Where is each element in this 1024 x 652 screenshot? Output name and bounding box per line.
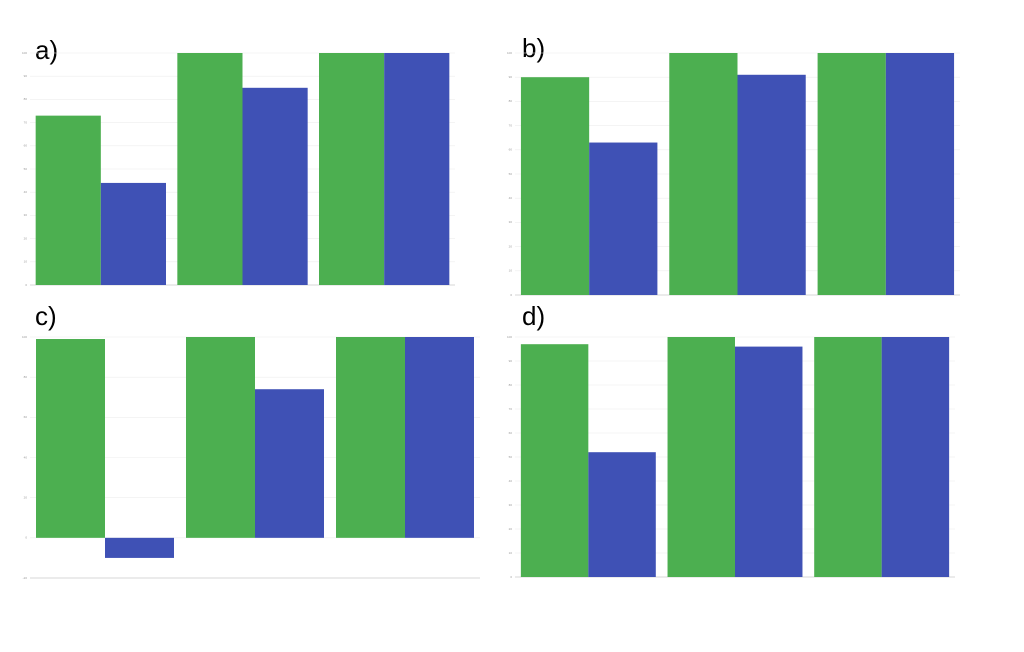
bar xyxy=(186,337,255,538)
bar xyxy=(100,182,166,285)
y-tick-label: 10 xyxy=(509,551,513,555)
y-tick-label: 60 xyxy=(509,431,513,435)
bar xyxy=(36,339,105,538)
bar xyxy=(105,537,174,558)
y-tick-label: 90 xyxy=(509,359,513,363)
bar xyxy=(885,53,955,295)
bar xyxy=(588,452,656,577)
y-tick-label: 100 xyxy=(22,335,27,339)
bar xyxy=(35,115,101,285)
y-tick-label: 70 xyxy=(509,407,513,411)
y-tick-label: 70 xyxy=(509,123,513,127)
y-tick-label: 50 xyxy=(509,455,513,459)
panel-label: b) xyxy=(522,33,545,63)
bar xyxy=(319,53,385,285)
y-tick-label: 100 xyxy=(507,51,512,55)
y-tick-label: 0 xyxy=(25,536,27,540)
bar xyxy=(177,53,243,285)
bar xyxy=(255,389,324,538)
bar xyxy=(405,337,474,538)
y-tick-label: 80 xyxy=(509,99,513,103)
y-tick-label: 90 xyxy=(509,75,513,79)
y-tick-label: 100 xyxy=(507,335,512,339)
bar xyxy=(881,337,950,577)
y-tick-label: 50 xyxy=(509,172,513,176)
y-tick-label: 20 xyxy=(509,527,513,531)
y-tick-label: 100 xyxy=(22,51,27,55)
y-tick-label: 40 xyxy=(509,479,513,483)
y-tick-label: 40 xyxy=(24,455,28,459)
y-tick-label: 10 xyxy=(24,260,28,264)
y-tick-label: 30 xyxy=(509,503,513,507)
bar xyxy=(384,53,450,285)
y-tick-label: 60 xyxy=(24,144,28,148)
y-tick-label: 40 xyxy=(24,190,28,194)
y-tick-label: -20 xyxy=(23,576,28,580)
y-tick-label: 70 xyxy=(24,120,28,124)
y-tick-label: 0 xyxy=(25,283,27,287)
bar xyxy=(735,346,803,577)
y-tick-label: 80 xyxy=(509,383,513,387)
panel-label: c) xyxy=(35,301,57,331)
bar xyxy=(336,337,405,538)
bar xyxy=(669,53,738,295)
bar xyxy=(667,337,735,577)
panel-label: a) xyxy=(35,35,58,65)
y-tick-label: 90 xyxy=(24,74,28,78)
bar xyxy=(589,142,658,295)
y-tick-label: 0 xyxy=(510,293,512,297)
y-tick-label: 20 xyxy=(24,495,28,499)
bar xyxy=(520,77,590,295)
y-tick-label: 60 xyxy=(24,415,28,419)
y-tick-label: 80 xyxy=(24,97,28,101)
y-tick-label: 60 xyxy=(509,148,513,152)
bar xyxy=(520,344,589,577)
y-tick-label: 30 xyxy=(509,220,513,224)
y-tick-label: 50 xyxy=(24,167,28,171)
y-tick-label: 20 xyxy=(509,244,513,248)
y-tick-label: 0 xyxy=(510,575,512,579)
panel-label: d) xyxy=(522,301,545,331)
bar xyxy=(737,74,806,295)
bar xyxy=(817,53,886,295)
bar xyxy=(814,337,882,577)
y-tick-label: 10 xyxy=(509,269,513,273)
y-tick-label: 30 xyxy=(24,213,28,217)
y-tick-label: 80 xyxy=(24,375,28,379)
y-tick-label: 20 xyxy=(24,236,28,240)
y-tick-label: 40 xyxy=(509,196,513,200)
bar xyxy=(242,87,308,285)
